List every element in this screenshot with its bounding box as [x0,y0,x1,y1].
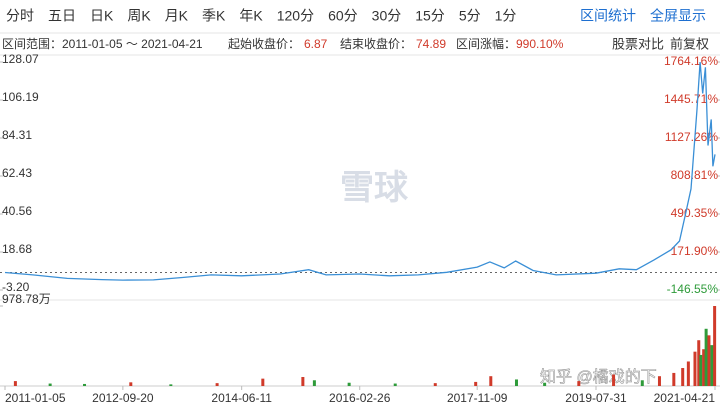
x-tick-label: 2012-09-20 [92,391,154,405]
period-tab[interactable]: 60分 [328,8,358,24]
volume-bar [312,380,316,386]
y2-tick-label: 1127.26% [665,130,718,144]
volume-bar [702,349,706,386]
period-tab[interactable]: 120分 [277,8,314,24]
y2-tick-label: 1445.71% [664,92,718,106]
period-tab[interactable]: 年K [239,8,263,24]
volume-bar [261,378,265,386]
y2-tick-label: 1764.16% [664,54,718,68]
y-tick-label: 40.56 [2,204,32,218]
volume-bar [83,383,87,386]
volume-bar [640,380,644,386]
period-tab[interactable]: 1分 [495,8,517,24]
volume-bar [48,383,52,386]
adjust-button[interactable]: 前复权 [670,36,709,51]
y-tick-label: 84.31 [2,128,32,142]
volume-bar [215,383,219,386]
volume-tick-label: 978.78万 [2,292,51,306]
info-value: 74.89 [416,37,446,51]
period-tab[interactable]: 日K [90,8,114,24]
watermark: 知乎 @橘戏的下 [540,368,657,386]
range-stats-button[interactable]: 区间统计 [580,8,636,24]
y-tick-label: 106.19 [2,90,39,104]
x-tick-label: 2016-02-26 [329,391,391,405]
volume-bar [474,381,478,386]
x-tick-label: 2021-04-21 [654,391,716,405]
period-tab[interactable]: 15分 [415,8,445,24]
period-tab[interactable]: 月K [165,8,189,24]
volume-bar [433,383,437,386]
y-tick-label: 62.43 [2,166,32,180]
fullscreen-button[interactable]: 全屏显示 [650,8,706,24]
y-tick-label: 128.07 [2,52,39,66]
volume-bar [543,382,547,386]
period-tab[interactable]: 5分 [459,8,481,24]
y-tick-label: -3.20 [2,280,30,294]
y-tick-label: 18.68 [2,242,32,256]
x-tick-label: 2011-01-05 [5,391,66,405]
y2-tick-label: 490.35% [671,206,719,220]
x-tick-label: 2019-07-31 [565,391,627,405]
volume-bar [693,351,697,386]
volume-bar [699,354,703,386]
compare-button[interactable]: 股票对比 [612,36,664,51]
volume-bar [301,377,305,386]
info-value: 990.10% [516,37,564,51]
volume-bar [129,382,133,386]
period-tab[interactable]: 分时 [6,8,34,24]
volume-bar [514,379,518,386]
info-label: 结束收盘价： [340,36,412,51]
volume-bar [710,345,714,386]
y2-tick-label: 808.81% [671,168,719,182]
y2-tick-label: 171.90% [671,244,719,258]
volume-bar [612,374,616,386]
volume-bar [681,368,685,386]
volume-bar [13,381,17,386]
watermark: 雪球 [340,169,409,207]
volume-bar [697,340,701,386]
period-tab[interactable]: 季K [202,8,226,24]
volume-bar [393,383,397,386]
period-tab[interactable]: 30分 [372,8,402,24]
volume-bar [577,381,581,386]
info-label: 起始收盘价： [228,36,300,51]
volume-bar [672,372,676,386]
volume-bar [347,382,351,386]
period-tab[interactable]: 周K [127,8,151,24]
info-value: 2011-01-05 ～ 2021-04-21 [62,37,203,51]
volume-bar [704,328,708,386]
volume-bar [657,376,661,386]
volume-bar [713,306,717,386]
volume-bar [169,384,173,386]
x-tick-label: 2017-11-09 [447,391,508,405]
info-label: 区间涨幅： [456,36,516,51]
info-value: 6.87 [304,37,328,51]
volume-bar [707,335,711,386]
price-line [4,61,716,281]
info-label: 区间范围： [2,37,62,51]
x-tick-label: 2014-06-11 [211,391,272,405]
volume-bar [686,361,690,386]
volume-bar [489,376,493,386]
period-tab[interactable]: 五日 [48,8,76,24]
y2-tick-label: -146.55% [667,282,719,296]
